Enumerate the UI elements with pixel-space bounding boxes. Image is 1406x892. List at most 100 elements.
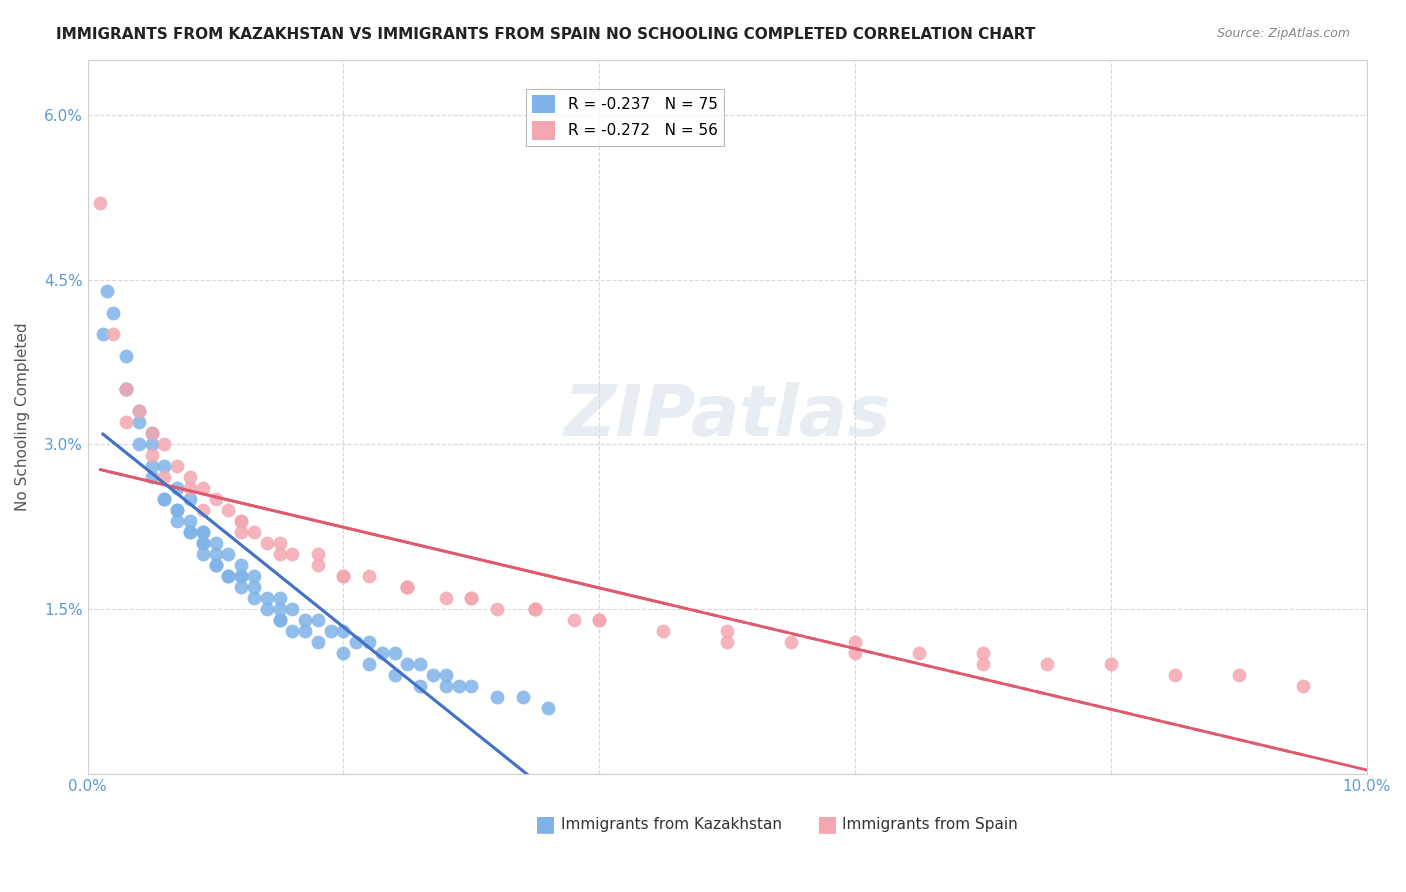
Point — [485, 602, 508, 616]
Text: ZIPatlas: ZIPatlas — [564, 383, 891, 451]
Point — [256, 591, 278, 606]
Point — [332, 646, 354, 660]
Point — [844, 635, 866, 649]
Text: Source: ZipAtlas.com: Source: ZipAtlas.com — [1216, 27, 1350, 40]
Point — [409, 657, 432, 672]
Point — [307, 613, 329, 627]
Y-axis label: No Schooling Completed: No Schooling Completed — [15, 323, 30, 511]
Point — [357, 635, 380, 649]
Point — [460, 679, 482, 693]
Point — [115, 416, 138, 430]
Point — [166, 482, 188, 496]
Point — [128, 437, 150, 451]
Point — [908, 646, 931, 660]
Point — [716, 635, 738, 649]
Point — [384, 646, 406, 660]
Point — [153, 470, 176, 484]
Point — [217, 569, 239, 583]
Point — [396, 581, 419, 595]
Point — [256, 536, 278, 550]
Point — [204, 536, 226, 550]
Point — [115, 383, 138, 397]
Point — [269, 613, 291, 627]
Point — [281, 624, 304, 639]
Point — [141, 470, 163, 484]
Point — [204, 558, 226, 573]
Point — [179, 492, 201, 507]
Point — [128, 404, 150, 418]
Point — [434, 679, 457, 693]
Point — [229, 515, 252, 529]
Point — [229, 569, 252, 583]
Point — [319, 624, 342, 639]
Point — [229, 569, 252, 583]
Text: ■: ■ — [536, 814, 557, 834]
Point — [103, 305, 125, 319]
Point — [191, 548, 214, 562]
Point — [179, 515, 201, 529]
Point — [243, 569, 266, 583]
Point — [269, 602, 291, 616]
Point — [153, 459, 176, 474]
Point — [281, 602, 304, 616]
Point — [1227, 668, 1250, 682]
Point — [294, 613, 316, 627]
Point — [537, 701, 560, 715]
Point — [281, 548, 304, 562]
Point — [434, 668, 457, 682]
Point — [115, 383, 138, 397]
Point — [204, 558, 226, 573]
Point — [89, 195, 111, 210]
Point — [243, 591, 266, 606]
Point — [128, 404, 150, 418]
Text: Immigrants from Spain: Immigrants from Spain — [842, 817, 1018, 832]
Point — [460, 591, 482, 606]
Point — [1036, 657, 1059, 672]
Point — [422, 668, 444, 682]
Point — [332, 624, 354, 639]
Point — [1164, 668, 1187, 682]
Point — [229, 558, 252, 573]
Point — [91, 327, 114, 342]
Point — [371, 646, 394, 660]
Point — [166, 515, 188, 529]
Point — [191, 503, 214, 517]
Point — [191, 482, 214, 496]
Point — [512, 690, 534, 705]
Point — [396, 581, 419, 595]
Point — [153, 492, 176, 507]
Point — [217, 548, 239, 562]
Point — [344, 635, 367, 649]
Point — [384, 668, 406, 682]
Point — [179, 525, 201, 540]
Point — [485, 690, 508, 705]
Point — [524, 602, 547, 616]
Point — [115, 350, 138, 364]
Point — [243, 525, 266, 540]
Point — [588, 613, 610, 627]
Point — [562, 613, 585, 627]
Point — [256, 602, 278, 616]
Point — [396, 581, 419, 595]
Point — [332, 569, 354, 583]
Text: Immigrants from Kazakhstan: Immigrants from Kazakhstan — [561, 817, 782, 832]
Point — [229, 525, 252, 540]
Point — [269, 536, 291, 550]
Point — [141, 426, 163, 441]
Point — [128, 416, 150, 430]
Point — [166, 459, 188, 474]
Text: ■: ■ — [817, 814, 838, 834]
Point — [269, 591, 291, 606]
Point — [447, 679, 470, 693]
Point — [1292, 679, 1315, 693]
Point — [844, 646, 866, 660]
Point — [141, 459, 163, 474]
Point — [179, 470, 201, 484]
Point — [396, 657, 419, 672]
Point — [96, 284, 118, 298]
Point — [307, 635, 329, 649]
Point — [460, 591, 482, 606]
Point — [588, 613, 610, 627]
Point — [716, 624, 738, 639]
Point — [294, 624, 316, 639]
